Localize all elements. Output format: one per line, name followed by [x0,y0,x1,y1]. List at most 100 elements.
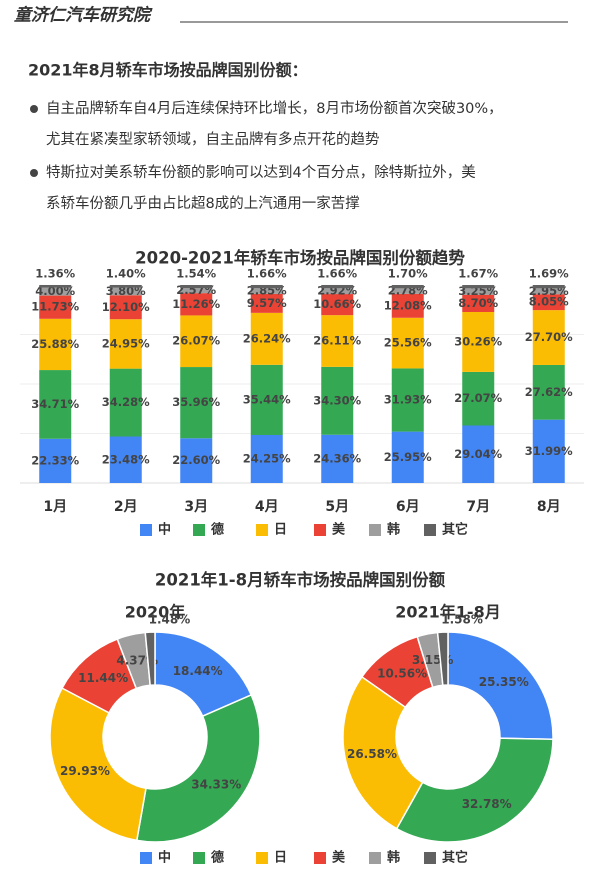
pie-slice [342,675,424,830]
x-tick-label: 2月 [114,499,138,515]
value-label: 1.66% [317,267,357,281]
bullet-text: 系轿车份额几乎由占比超8成的上汽通用一家苦撑 [46,195,360,212]
pie-slice [135,693,261,843]
value-label: 22.60% [172,453,220,467]
bar-segment [180,293,213,316]
legend-swatch [193,524,205,536]
legend-label: 中 [158,850,171,866]
bar-segment [532,364,565,420]
pie-slice [49,687,147,842]
value-label: 12.10% [102,300,150,314]
value-label: 31.93% [384,393,432,407]
chart-subtitle: 2021年1-8月 [395,603,500,622]
legend-swatch [193,852,205,864]
bullet-dot [30,169,38,177]
legend-label: 其它 [442,850,468,866]
bar-segment [462,425,495,483]
x-tick-label: 3月 [184,499,208,515]
value-label: 27.70% [525,330,573,344]
bar-segment [321,284,354,289]
value-label: 1.40% [106,267,146,281]
legend-swatch [140,852,152,864]
value-label: 30.26% [454,334,502,348]
value-label: 18.44% [173,664,223,678]
pie-slice [395,737,554,843]
bar-segment [532,285,565,289]
x-tick-label: 4月 [255,499,279,515]
legend-label: 美 [332,850,346,866]
bar-segment [391,288,424,294]
value-label: 25.88% [31,337,79,351]
value-label: 29.93% [60,764,110,778]
bar-segment [391,431,424,483]
value-label: 8.05% [529,295,569,309]
value-label: 10.66% [313,297,361,311]
value-label: 25.35% [479,675,529,689]
bar-segment [321,366,354,435]
bar-segment [39,284,72,288]
header-title: 童济仁汽车研究院 [14,6,153,26]
bar-segment [109,284,142,288]
bar-segment [532,294,565,311]
value-label: 1.48% [149,613,191,627]
bar-segment [180,315,213,368]
legend-swatch [369,852,381,864]
bar-segment [250,312,283,365]
bar-segment [180,285,213,289]
bar-segment [180,288,213,294]
value-label: 32.78% [462,797,512,811]
bar-segment [250,284,283,289]
x-tick-label: 8月 [537,499,561,515]
bar-segment [532,419,565,483]
legend-label: 韩 [387,850,400,866]
value-label: 29.04% [454,447,502,461]
value-label: 24.36% [313,451,361,465]
value-label: 25.56% [384,336,432,350]
x-tick-label: 7月 [466,499,490,515]
legend-label: 德 [211,522,224,538]
value-label: 1.36% [35,267,75,281]
bar-segment [391,317,424,369]
bar-segment [532,288,565,295]
value-label: 1.69% [529,267,569,281]
bar-segment [250,288,283,294]
value-label: 35.96% [172,395,220,409]
bullet-text: 尤其在紧凑型家轿领域，自主品牌有多点开花的趋势 [46,131,380,148]
bar-segment [462,285,495,289]
legend-label: 日 [274,851,287,866]
value-label: 10.56% [377,666,427,680]
value-label: 35.44% [243,392,291,406]
value-label: 24.95% [102,336,150,350]
value-label: 1.67% [458,267,498,281]
value-label: 26.24% [243,331,291,345]
bar-segment [39,438,72,483]
value-label: 11.26% [172,297,220,311]
legend-label: 中 [158,522,171,538]
value-label: 27.62% [525,385,573,399]
legend-swatch [424,852,436,864]
value-label: 8.70% [458,296,498,310]
bullet-dot [30,105,38,113]
bar-segment [39,287,72,296]
value-label: 1.70% [388,267,428,281]
bar-segment [462,311,495,372]
value-label: 31.99% [525,444,573,458]
bar-segment [532,310,565,365]
chart-subtitle: 2020年 [125,603,186,622]
bar-segment [39,370,72,439]
bar-segment [462,294,495,312]
value-label: 26.11% [313,334,361,348]
chart-title: 2021年1-8月轿车市场按品牌国别份额 [155,570,446,590]
bar-segment [39,295,72,319]
value-label: 27.07% [454,391,502,405]
value-label: 1.54% [176,267,216,281]
value-label: 34.30% [313,393,361,407]
bar-segment [109,436,142,483]
pie-slice [436,631,449,687]
bar-segment [391,285,424,289]
bar-segment [462,371,495,426]
legend-swatch [256,524,268,536]
value-label: 26.07% [172,334,220,348]
